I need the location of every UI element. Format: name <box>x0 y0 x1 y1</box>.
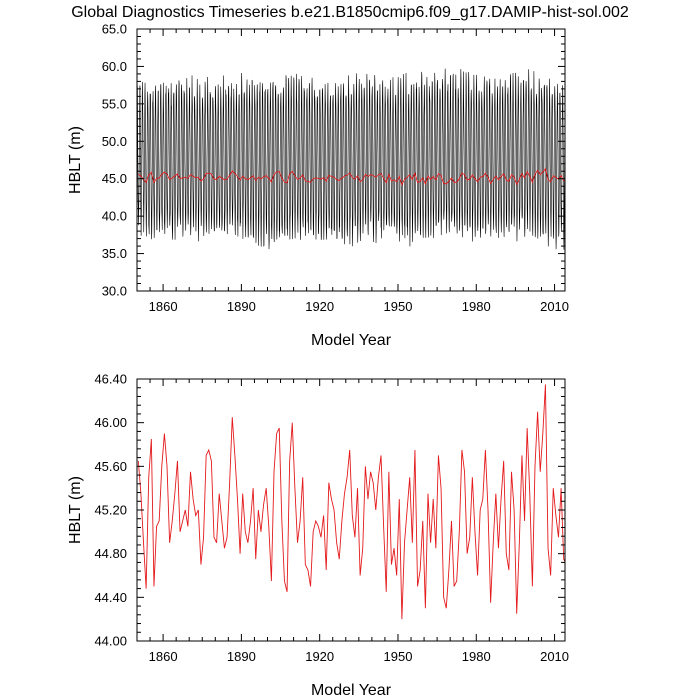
x-tick-label: 1950 <box>384 649 413 664</box>
panel-marks <box>137 68 565 250</box>
y-tick-label: 44.00 <box>94 634 127 649</box>
x-tick-label: 1920 <box>305 649 334 664</box>
y-tick-label: 30.0 <box>102 284 127 299</box>
x-tick-label: 1860 <box>149 299 178 314</box>
x-tick-label: 2010 <box>540 299 569 314</box>
panel-marks <box>137 384 565 620</box>
y-tick-label: 45.60 <box>94 459 127 474</box>
x-tick-label: 1950 <box>384 299 413 314</box>
y-tick-label: 46.00 <box>94 415 127 430</box>
timeseries-panel-monthly: 1860 1890 1920 1950 1980 2010 30.0 35.0 40.0 45.0… <box>67 22 569 350</box>
plot-frame <box>136 28 566 292</box>
axis-ticks: 1860 1890 1920 1950 1980 2010 44.00 44.40 44.80 4… <box>94 372 569 665</box>
y-tick-label: 44.40 <box>94 590 127 605</box>
x-tick-label: 1890 <box>227 299 256 314</box>
x-axis-label: Model Year <box>311 332 392 349</box>
y-axis-label: HBLT (m) <box>67 126 84 194</box>
y-tick-label: 40.0 <box>102 209 127 224</box>
y-tick-label: 46.40 <box>94 372 127 387</box>
monthly-series-line <box>137 68 565 250</box>
x-tick-label: 1890 <box>227 649 256 664</box>
x-axis-label: Model Year <box>311 682 392 699</box>
y-tick-label: 35.0 <box>102 246 127 261</box>
y-tick-label: 45.20 <box>94 503 127 518</box>
y-tick-label: 55.0 <box>102 96 127 111</box>
x-tick-label: 1920 <box>305 299 334 314</box>
y-tick-label: 65.0 <box>102 22 127 37</box>
annual-mean-line <box>137 384 565 620</box>
x-tick-label: 2010 <box>540 649 569 664</box>
y-tick-label: 45.0 <box>102 171 127 186</box>
x-tick-label: 1980 <box>462 649 491 664</box>
timeseries-panel-annual: 1860 1890 1920 1950 1980 2010 44.00 44.40 44.80 4… <box>67 372 569 700</box>
x-tick-label: 1980 <box>462 299 491 314</box>
y-tick-label: 50.0 <box>102 134 127 149</box>
y-axis-label: HBLT (m) <box>67 476 84 544</box>
axis-ticks: 1860 1890 1920 1950 1980 2010 30.0 35.0 40.0 45.0… <box>102 22 569 315</box>
y-tick-label: 44.80 <box>94 546 127 561</box>
annual-mean-line <box>138 167 565 186</box>
x-tick-label: 1860 <box>149 649 178 664</box>
y-tick-label: 60.0 <box>102 59 127 74</box>
figure-title: Global Diagnostics Timeseries b.e21.B185… <box>71 4 629 21</box>
